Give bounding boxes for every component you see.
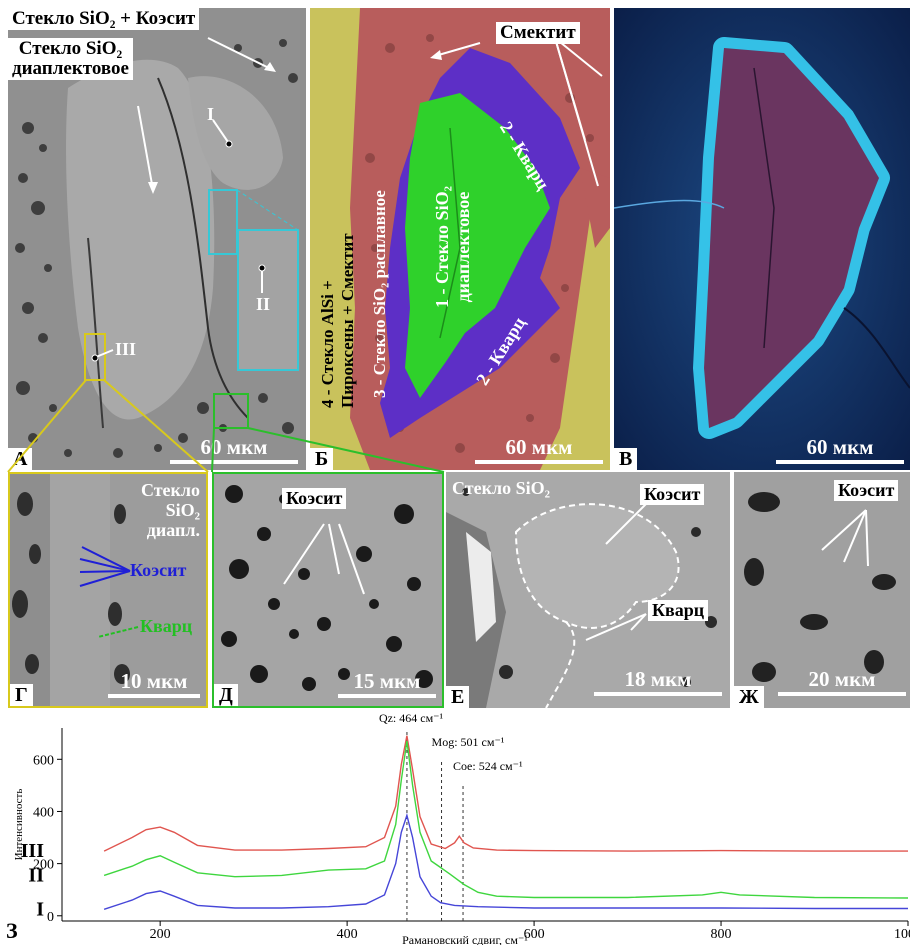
series-line-I (103, 812, 908, 910)
panel-b-scale-bar: 60 мкм (475, 436, 603, 464)
panel-a-point-i: I (207, 104, 215, 124)
series-line-II (103, 740, 909, 899)
y-tick-label: 400 (33, 805, 54, 820)
y-tick-label: 200 (33, 858, 54, 873)
panel-z-chart: 20040060080010000200400600Рамановский сд… (0, 708, 910, 945)
reference-line-label: Mog: 501 см⁻¹ (432, 735, 505, 749)
panel-a-label-glass-coesite: Стекло SiO₂ + Коэсит (8, 8, 200, 30)
panel-v-scale-text: 60 мкм (806, 435, 874, 459)
panel-g-quartz-label: Кварц (140, 616, 193, 636)
series-label-I: I (36, 898, 44, 920)
x-tick-label: 400 (337, 927, 358, 942)
panel-g-glass-line1: Стекло (140, 480, 200, 500)
panel-a: Стекло SiO₂ + Коэсит Стекло SiO₂ диаплек… (8, 8, 306, 470)
panel-b-zone1-label: 1 - Стекло SiO₂ диаплектовое (432, 186, 474, 308)
panel-g-scale-bar: 10 мкм (108, 670, 200, 698)
panel-v-label: В (614, 448, 638, 470)
panel-b-scale-text: 60 мкм (505, 435, 573, 459)
panel-z-label: З (6, 918, 18, 943)
panel-e-glass-label: Стекло SiO₂ (452, 478, 550, 498)
panel-zh-scale-bar: 20 мкм (778, 668, 906, 696)
x-axis-label: Рамановский сдвиг, см⁻¹ (402, 933, 528, 945)
panel-b-zone4-line2: Пироксены + Смектит (338, 233, 357, 408)
reference-line-label: Coe: 524 см⁻¹ (453, 759, 523, 773)
panel-e-image (446, 472, 730, 708)
panel-zh-image (734, 472, 910, 708)
panel-v-image (614, 8, 910, 470)
panel-b-smectite-label: Смектит (496, 22, 580, 44)
panel-g-scale-text: 10 мкм (120, 669, 188, 693)
panel-a-point-ii: II (256, 294, 271, 314)
panel-b-zone4-label: 4 - Стекло AlSi + Пироксены + Смектит (318, 233, 358, 408)
panel-b-label: Б (310, 448, 334, 470)
reference-line-label: Qz: 464 см⁻¹ (379, 711, 444, 725)
panel-g-label: Г (10, 684, 33, 706)
panel-b-zone1-line2: диаплектовое (453, 191, 473, 303)
panel-a-label-glass-line2: диаплектовое (12, 57, 129, 79)
series-label-II: II (28, 864, 44, 886)
series-label-III: III (21, 840, 45, 862)
panel-v-scale-bar: 60 мкм (776, 436, 904, 464)
panel-d: Коэсит Д 15 мкм (212, 472, 444, 708)
panel-d-image (214, 474, 442, 706)
y-tick-label: 0 (47, 910, 54, 925)
panel-zh-scale-text: 20 мкм (808, 667, 876, 691)
panel-zh-coesite-label: Коэсит (834, 480, 899, 501)
panel-e: Стекло SiO₂ Коэсит Кварц Е 18 мкм (446, 472, 730, 708)
panel-zh: Коэсит Ж 20 мкм (734, 472, 910, 708)
panel-e-scale-text: 18 мкм (624, 667, 692, 691)
panel-g-coesite-label: Коэсит (130, 560, 187, 580)
panel-d-label: Д (214, 684, 238, 706)
panel-g-glass-label: Стекло SiO₂ диапл. (141, 480, 200, 540)
panel-e-quartz-label: Кварц (648, 600, 709, 621)
panel-g-glass-line2: SiO₂ (165, 500, 200, 520)
panel-a-image (8, 8, 306, 470)
panel-a-point-iii: III (115, 339, 137, 359)
x-tick-label: 800 (711, 927, 732, 942)
panel-d-scale-bar: 15 мкм (338, 670, 436, 698)
panel-a-label-glass-line1: Стекло SiO₂ (18, 38, 123, 59)
panel-g-glass-line3: диапл. (146, 520, 200, 540)
y-axis-label: Интенсивность (13, 789, 25, 861)
panel-d-scale-text: 15 мкм (353, 669, 421, 693)
panel-d-coesite-label: Коэсит (282, 488, 347, 509)
panel-g: Стекло SiO₂ диапл. Коэсит Кварц Г 10 мкм (8, 472, 208, 708)
panel-b-zone1-line1: 1 - Стекло SiO₂ (432, 186, 452, 308)
panel-a-scale-bar: 60 мкм (170, 436, 298, 464)
panel-e-scale-bar: 18 мкм (594, 668, 722, 696)
panel-b-zone3-label: 3 - Стекло SiO₂ расплавное (370, 190, 389, 398)
raman-chart: 20040060080010000200400600Рамановский сд… (13, 711, 910, 945)
x-tick-label: 1000 (894, 927, 910, 942)
panel-e-coesite-label: Коэсит (640, 484, 705, 505)
panel-b: Смектит 2 - Кварц 1 - Стекло SiO₂ диапле… (310, 8, 610, 470)
panel-e-label: Е (446, 686, 470, 708)
x-tick-label: 200 (150, 927, 171, 942)
panel-v: В 60 мкм (614, 8, 910, 470)
panel-b-zone4-line1: 4 - Стекло AlSi + (318, 280, 337, 408)
panel-a-label: А (8, 448, 33, 470)
series-line-III (103, 735, 908, 852)
panel-a-label-diaplectic-glass: Стекло SiO₂ диаплектовое (8, 38, 133, 80)
panel-a-scale-text: 60 мкм (200, 435, 268, 459)
panel-g-image (10, 474, 206, 706)
panel-b-image (310, 8, 610, 470)
x-tick-label: 600 (524, 927, 545, 942)
panel-zh-label: Ж (734, 686, 764, 708)
y-tick-label: 600 (33, 753, 54, 768)
